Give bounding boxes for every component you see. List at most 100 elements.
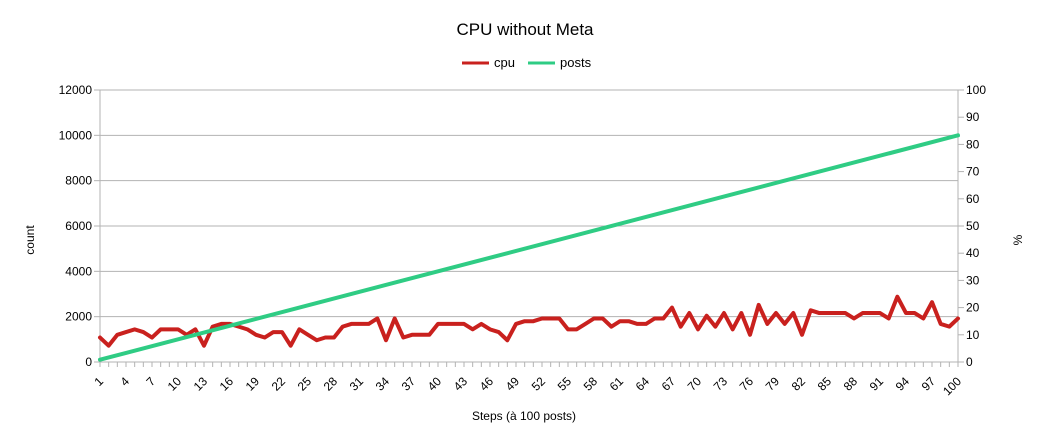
point-cpu bbox=[514, 322, 518, 326]
y2tick-label-30: 30 bbox=[966, 273, 980, 287]
point-cpu bbox=[956, 316, 960, 321]
point-cpu bbox=[237, 325, 241, 329]
point-cpu bbox=[358, 322, 362, 326]
point-cpu bbox=[488, 327, 492, 331]
xtick-label-40: 40 bbox=[425, 374, 445, 394]
xtick-label-64: 64 bbox=[633, 374, 653, 394]
point-cpu bbox=[263, 335, 267, 340]
xtick-label-85: 85 bbox=[815, 374, 835, 394]
point-cpu bbox=[696, 327, 700, 331]
point-cpu bbox=[644, 322, 648, 326]
legend-label-cpu: cpu bbox=[494, 55, 515, 70]
xtick-label-91: 91 bbox=[867, 374, 887, 394]
point-cpu bbox=[791, 311, 795, 315]
point-cpu bbox=[557, 316, 561, 321]
y2tick-label-10: 10 bbox=[966, 328, 980, 342]
point-cpu bbox=[887, 316, 891, 321]
point-cpu bbox=[289, 344, 293, 348]
y2tick-label-70: 70 bbox=[966, 165, 980, 179]
point-cpu bbox=[297, 327, 301, 331]
xtick-label-34: 34 bbox=[373, 374, 393, 394]
point-cpu bbox=[384, 338, 388, 342]
xtick-label-88: 88 bbox=[841, 374, 861, 394]
xtick-label-52: 52 bbox=[529, 374, 549, 394]
right-axis-ticks: 0 10 20 30 40 50 60 70 80 90 100 bbox=[966, 83, 986, 369]
point-cpu bbox=[618, 319, 622, 323]
point-cpu bbox=[939, 322, 943, 326]
xtick-label-100: 100 bbox=[940, 374, 964, 398]
y-axis-title-right: % bbox=[1011, 234, 1025, 245]
chart-title: CPU without Meta bbox=[457, 20, 595, 39]
series-lines bbox=[98, 133, 960, 362]
point-cpu bbox=[107, 344, 111, 348]
point-cpu bbox=[124, 330, 128, 334]
point-cpu bbox=[98, 335, 102, 340]
point-cpu bbox=[479, 322, 483, 326]
y2tick-label-40: 40 bbox=[966, 246, 980, 260]
point-cpu bbox=[445, 322, 449, 326]
ytick-label-12000: 12000 bbox=[59, 83, 93, 97]
ytick-label-6000: 6000 bbox=[65, 219, 92, 233]
point-cpu bbox=[393, 316, 397, 321]
point-cpu bbox=[913, 311, 917, 315]
point-cpu bbox=[462, 322, 466, 326]
point-cpu bbox=[635, 322, 639, 326]
xtick-label-79: 79 bbox=[763, 374, 783, 394]
point-cpu bbox=[757, 303, 761, 307]
xtick-label-43: 43 bbox=[451, 374, 471, 394]
point-cpu bbox=[878, 311, 882, 315]
xtick-label-19: 19 bbox=[243, 374, 263, 394]
point-cpu bbox=[211, 325, 215, 329]
point-cpu bbox=[861, 311, 865, 315]
xtick-label-49: 49 bbox=[503, 374, 523, 394]
point-cpu bbox=[540, 316, 544, 321]
point-cpu bbox=[601, 316, 605, 321]
xtick-label-13: 13 bbox=[191, 374, 211, 394]
point-cpu bbox=[471, 327, 475, 331]
series-line-cpu bbox=[98, 294, 960, 348]
point-cpu bbox=[375, 316, 379, 321]
point-cpu bbox=[835, 311, 839, 315]
xtick-label-67: 67 bbox=[659, 374, 679, 394]
point-cpu bbox=[315, 338, 319, 342]
point-cpu bbox=[436, 322, 440, 326]
x-axis-ticks: 1 4 7 10 13 16 19 22 25 28 31 34 37 40 43 46 49 52 55 58 61 6… bbox=[91, 374, 964, 398]
point-cpu bbox=[271, 330, 275, 334]
point-cpu bbox=[592, 316, 596, 321]
point-cpu bbox=[826, 311, 830, 315]
point-cpu bbox=[661, 316, 665, 321]
point-cpu bbox=[930, 300, 934, 304]
point-cpu bbox=[679, 325, 683, 329]
point-cpu bbox=[367, 322, 371, 326]
point-cpu bbox=[245, 327, 249, 331]
point-cpu bbox=[765, 322, 769, 326]
point-cpu bbox=[505, 338, 509, 342]
point-cpu bbox=[748, 333, 752, 337]
point-cpu bbox=[583, 322, 587, 326]
left-axis-ticks: 0 2000 4000 6000 8000 10000 12000 bbox=[59, 83, 93, 369]
xtick-label-70: 70 bbox=[685, 374, 705, 394]
ytick-label-0: 0 bbox=[85, 355, 92, 369]
point-cpu bbox=[627, 319, 631, 323]
xtick-label-25: 25 bbox=[295, 374, 315, 394]
xtick-label-94: 94 bbox=[893, 374, 913, 394]
xtick-label-76: 76 bbox=[737, 374, 757, 394]
point-cpu bbox=[783, 322, 787, 326]
point-cpu bbox=[280, 330, 284, 334]
point-cpu bbox=[947, 325, 951, 329]
point-cpu bbox=[531, 319, 535, 323]
point-cpu bbox=[817, 311, 821, 315]
point-cpu bbox=[453, 322, 457, 326]
y2tick-label-60: 60 bbox=[966, 192, 980, 206]
point-cpu bbox=[609, 325, 613, 329]
xtick-label-28: 28 bbox=[321, 374, 341, 394]
point-cpu bbox=[202, 344, 206, 348]
point-cpu bbox=[800, 333, 804, 337]
xtick-label-73: 73 bbox=[711, 374, 731, 394]
point-cpu bbox=[176, 327, 180, 331]
ytick-label-4000: 4000 bbox=[65, 264, 92, 278]
point-cpu bbox=[774, 311, 778, 315]
legend: cpu posts bbox=[462, 55, 592, 70]
point-cpu bbox=[193, 327, 197, 331]
point-cpu bbox=[167, 327, 171, 331]
